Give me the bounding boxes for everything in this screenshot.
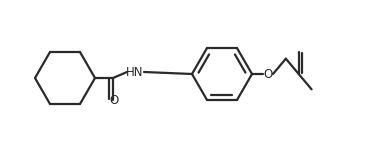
Text: O: O: [263, 67, 273, 80]
Text: HN: HN: [126, 66, 144, 79]
Text: O: O: [109, 93, 119, 106]
